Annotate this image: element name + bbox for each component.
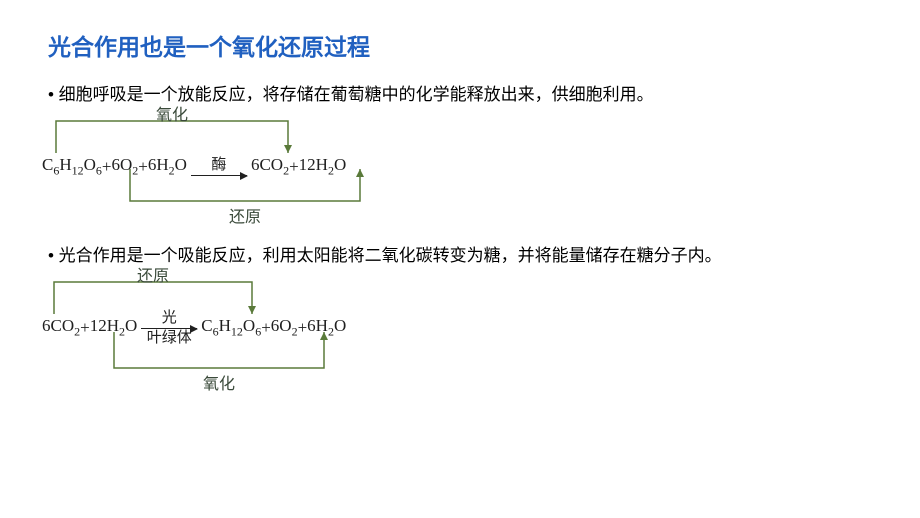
bullet-respiration: • 细胞呼吸是一个放能反应，将存储在葡萄糖中的化学能释放出来，供细胞利用。 (0, 62, 920, 105)
photosynthesis-diagram: 6CO2+12H2O光叶绿体C6H12O6+6O2+6H2O还原氧化 (34, 272, 414, 390)
respiration-diagram: C6H12O6+6O2+6H2O酶6CO2+12H2O氧化还原 (34, 111, 414, 223)
bottom-bracket-label: 氧化 (203, 370, 235, 394)
bullet-photosynthesis: • 光合作用是一个吸能反应，利用太阳能将二氧化碳转变为糖，并将能量储存在糖分子内… (0, 223, 920, 266)
bottom-bracket-label: 还原 (229, 203, 261, 227)
bottom-bracket (34, 111, 414, 223)
page-title: 光合作用也是一个氧化还原过程 (0, 0, 920, 62)
